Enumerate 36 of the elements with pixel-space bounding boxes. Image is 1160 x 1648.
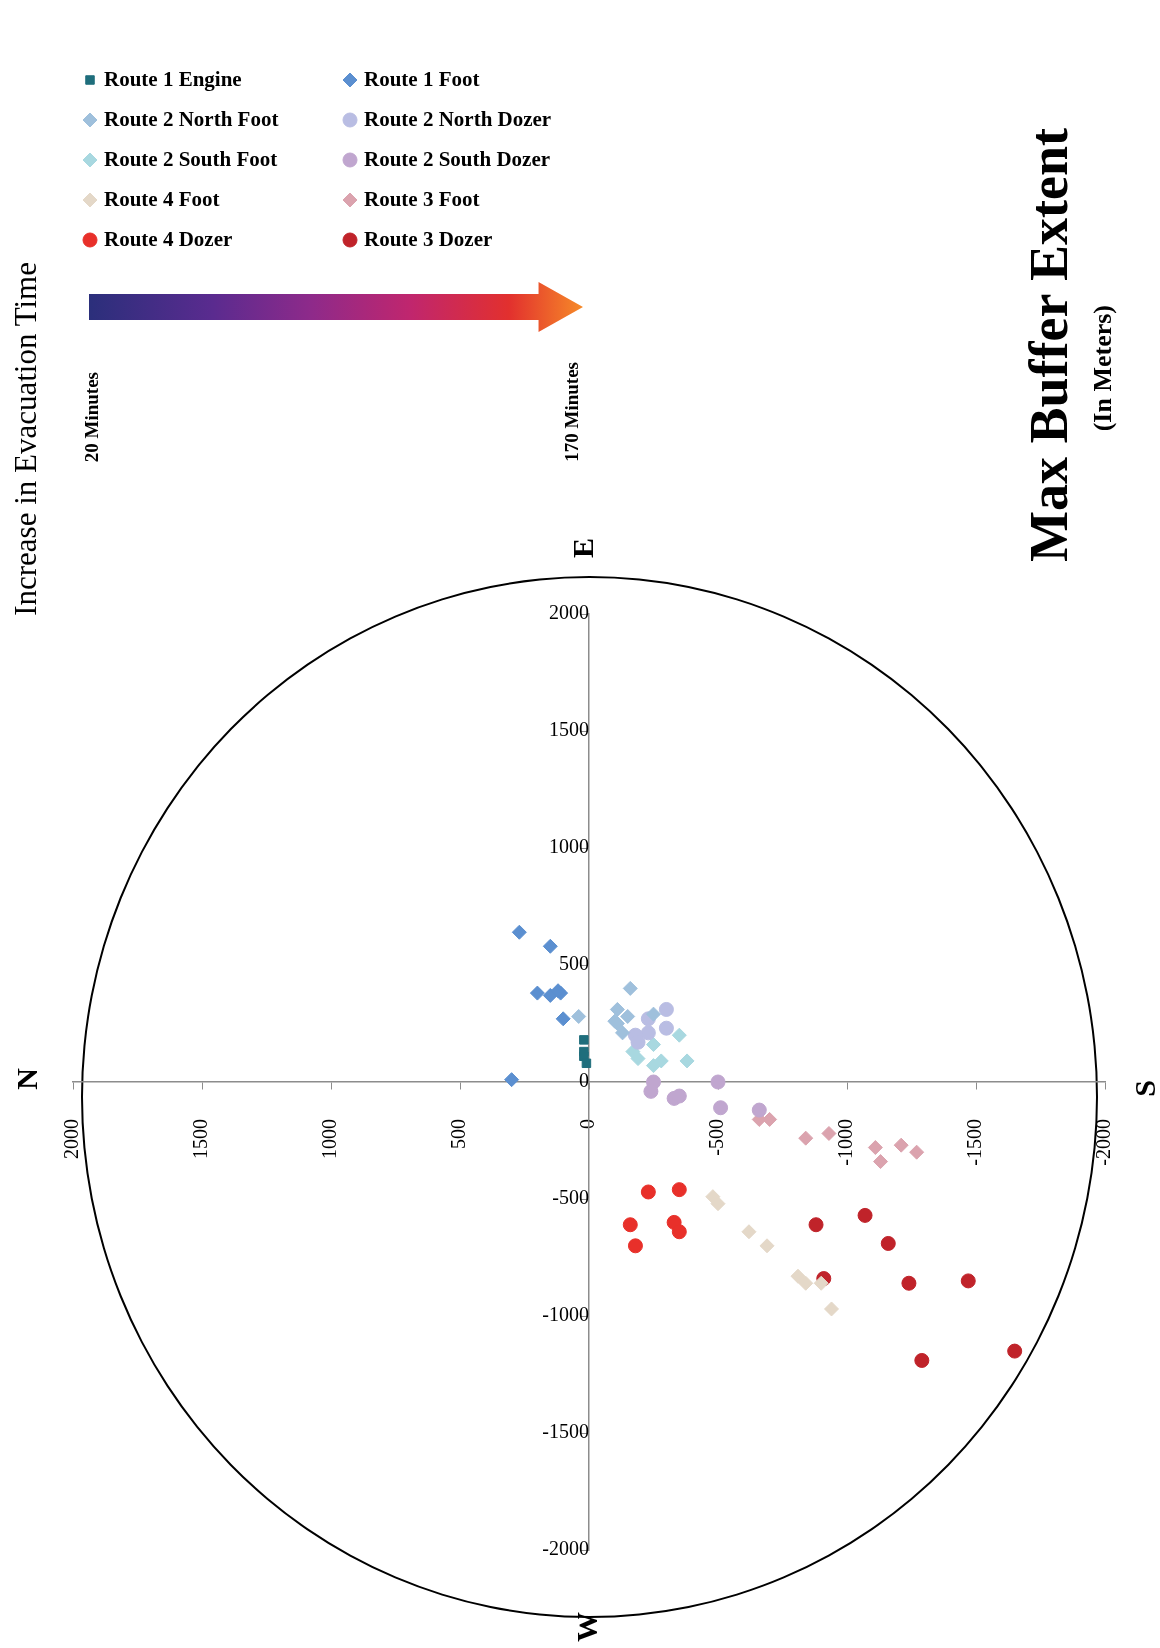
x-tick-label: -2000 xyxy=(1092,1119,1115,1166)
legend-title: Increase in Evacuation Time xyxy=(8,262,43,616)
chart-subtitle: (In Meters) xyxy=(1088,305,1117,432)
y-tick-label: -500 xyxy=(552,1186,589,1209)
y-tick-label: -1000 xyxy=(542,1303,589,1326)
chart-title: Max Buffer Extent xyxy=(1019,128,1079,562)
text: W xyxy=(570,1612,603,1642)
y-tick-label: -2000 xyxy=(542,1537,589,1560)
x-tick-label: -1000 xyxy=(834,1119,857,1166)
legend-label: Route 2 South Foot xyxy=(104,147,278,172)
x-tick-label: 2000 xyxy=(60,1119,83,1159)
x-tick-label: -500 xyxy=(705,1119,728,1156)
x-tick-label: 1500 xyxy=(189,1119,212,1159)
text: S xyxy=(1128,1080,1160,1097)
legend-label: Route 4 Foot xyxy=(104,187,220,212)
y-tick-label: 1500 xyxy=(549,718,589,741)
x-tick-label: 500 xyxy=(447,1119,470,1149)
legend-label: Route 1 Foot xyxy=(364,67,480,92)
legend-label: Route 2 North Dozer xyxy=(364,107,552,132)
y-tick-label: 0 xyxy=(579,1069,589,1092)
text: 20 Minutes xyxy=(81,371,102,462)
y-tick-label: 2000 xyxy=(549,601,589,624)
legend-label: Route 2 North Foot xyxy=(104,107,279,132)
legend-label: Route 1 Engine xyxy=(104,67,242,92)
text: N xyxy=(10,1068,43,1090)
legend-label: Route 3 Dozer xyxy=(364,227,493,252)
y-tick-label: 1000 xyxy=(549,835,589,858)
y-tick-label: 500 xyxy=(559,952,589,975)
x-tick-label: -1500 xyxy=(963,1119,986,1166)
x-tick-label: 1000 xyxy=(318,1119,341,1159)
text: E xyxy=(566,538,599,559)
text: 170 Minutes xyxy=(561,362,582,462)
legend-label: Route 3 Foot xyxy=(364,187,480,212)
y-tick-label: -1500 xyxy=(542,1420,589,1443)
legend-label: Route 4 Dozer xyxy=(104,227,233,252)
legend-label: Route 2 South Dozer xyxy=(364,147,551,172)
